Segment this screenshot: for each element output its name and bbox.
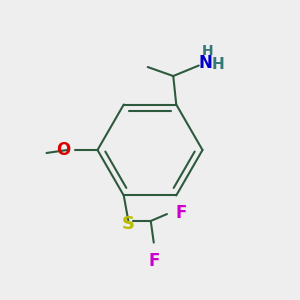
Text: O: O (56, 141, 70, 159)
Text: H: H (212, 57, 224, 72)
Text: F: F (175, 204, 187, 222)
Text: H: H (202, 44, 214, 58)
Text: F: F (148, 252, 159, 270)
Text: S: S (122, 215, 135, 233)
Text: N: N (198, 53, 212, 71)
